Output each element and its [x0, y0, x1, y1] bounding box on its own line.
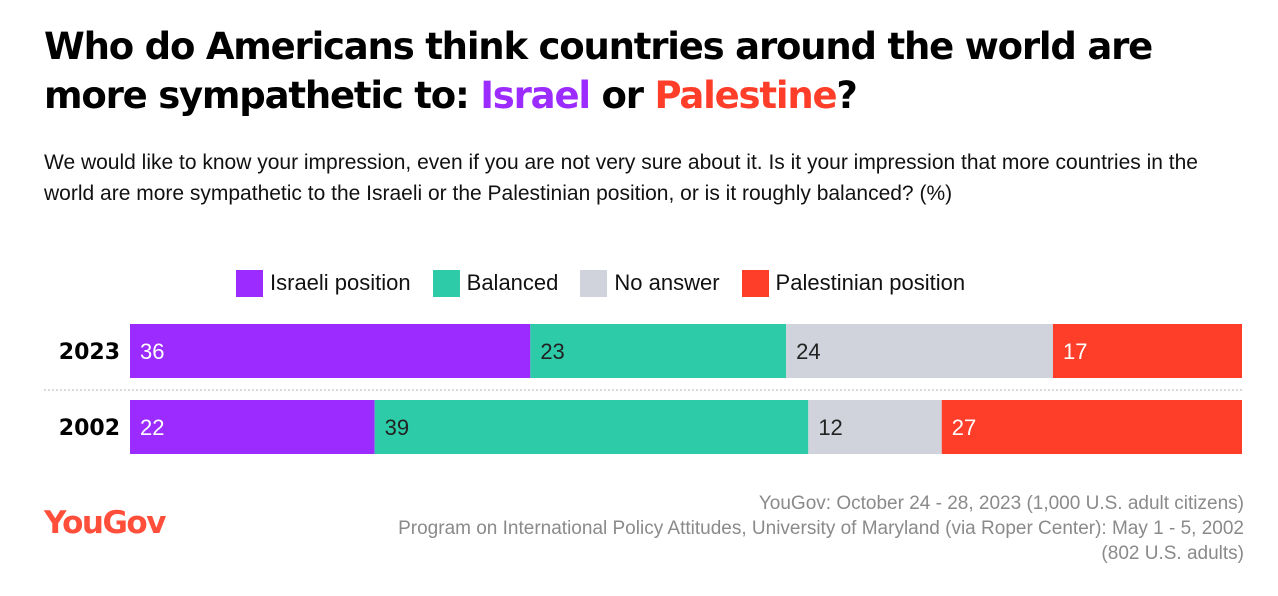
category-label: 2023 [59, 340, 120, 365]
bar-segment [374, 400, 809, 454]
title-end: ? [836, 74, 857, 117]
legend: Israeli position Balanced No answer Pale… [236, 268, 987, 298]
category-label: 2002 [59, 416, 120, 441]
legend-item-palestinian: Palestinian position [741, 269, 966, 297]
source-line-2: Program on International Policy Attitude… [398, 518, 1244, 539]
title-palestine: Palestine [654, 74, 837, 117]
legend-item-israeli: Israeli position [236, 269, 411, 297]
bar-segment [786, 324, 1053, 378]
legend-swatch-israeli [236, 269, 263, 297]
legend-label-palestinian: Palestinian position [775, 270, 966, 295]
title-part1: Who do Americans think countries around … [44, 25, 1153, 117]
data-label: 12 [818, 415, 842, 440]
bar-segment [130, 400, 375, 454]
source-note: YouGov: October 24 - 28, 2023 (1,000 U.S… [194, 491, 1244, 566]
yougov-logo: YouGov [44, 505, 166, 541]
title-israel: Israel [480, 74, 591, 117]
source-line-3: (802 U.S. adults) [1101, 543, 1244, 564]
data-label: 17 [1063, 339, 1087, 364]
data-label: 27 [952, 415, 976, 440]
bar-segment [941, 400, 1242, 454]
legend-label-no-answer: No answer [614, 270, 720, 295]
legend-swatch-palestinian [741, 269, 769, 297]
bar-segment [130, 324, 531, 378]
chart-subtitle: We would like to know your impression, e… [44, 151, 1198, 205]
bar-segment [1052, 324, 1242, 378]
chart-title: Who do Americans think countries around … [44, 22, 1264, 120]
data-label: 23 [540, 339, 564, 364]
source-line-1: YouGov: October 24 - 28, 2023 (1,000 U.S… [758, 493, 1244, 514]
title-or: or [589, 74, 655, 117]
data-label: 39 [385, 415, 409, 440]
legend-swatch-balanced [432, 269, 460, 297]
legend-label-balanced: Balanced [466, 270, 559, 295]
legend-label-israeli: Israeli position [270, 270, 411, 295]
bar-segment [808, 400, 942, 454]
legend-item-no-answer: No answer [580, 269, 720, 297]
data-label: 36 [140, 339, 164, 364]
legend-swatch-no-answer [580, 269, 608, 297]
data-label: 22 [140, 415, 164, 440]
bar-segment [530, 324, 787, 378]
legend-item-balanced: Balanced [432, 269, 559, 297]
data-label: 24 [796, 339, 820, 364]
